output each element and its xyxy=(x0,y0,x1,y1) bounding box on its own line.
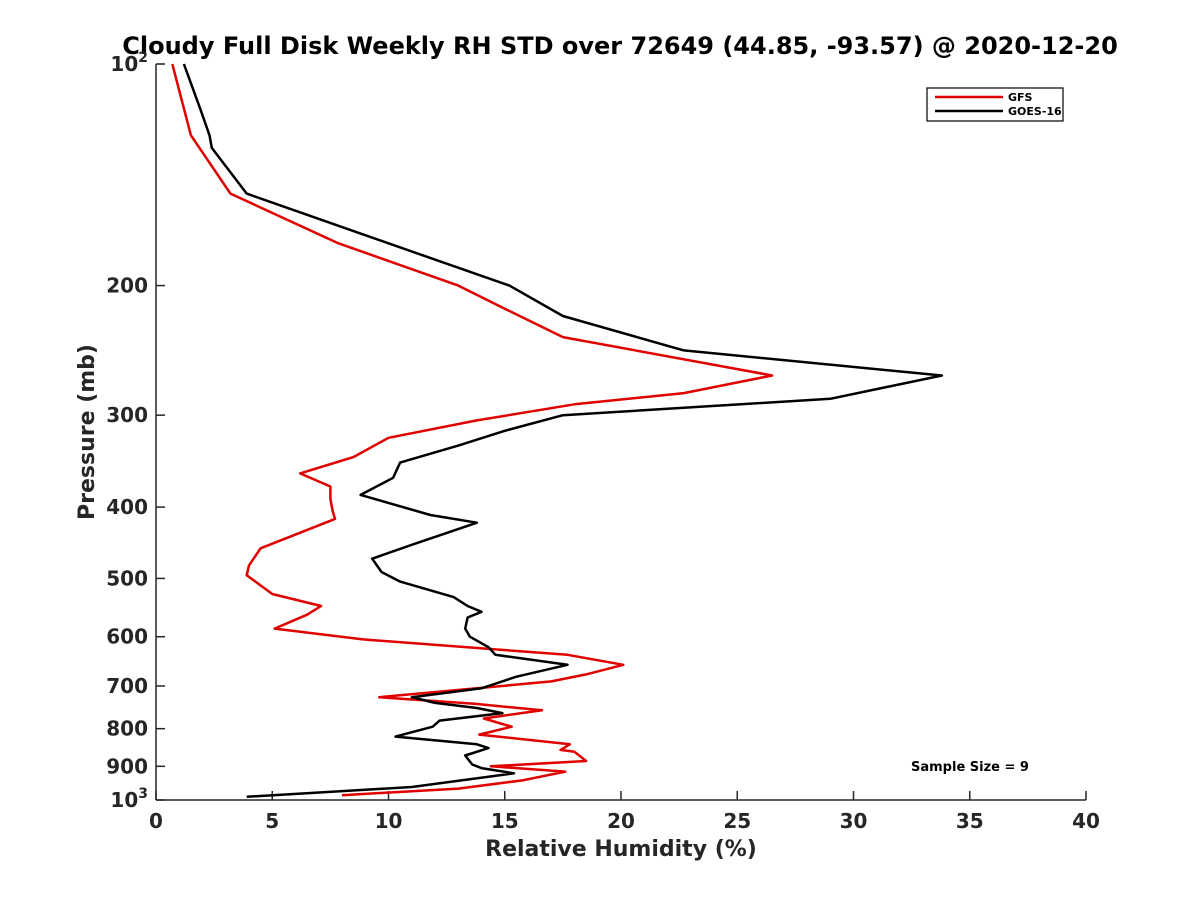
legend-box xyxy=(926,87,1064,122)
y-tick-label: 500 xyxy=(106,566,148,590)
plot-background xyxy=(156,64,1086,800)
y-tick-label: 900 xyxy=(106,754,148,778)
legend-label-gfs: GFS xyxy=(1008,91,1033,104)
y-tick-label: 400 xyxy=(106,495,148,519)
x-tick-label: 0 xyxy=(149,809,163,833)
x-tick-label: 30 xyxy=(840,809,868,833)
y-tick-label: 300 xyxy=(106,403,148,427)
sample-size-annotation: Sample Size = 9 xyxy=(911,760,1029,775)
y-tick-label: 600 xyxy=(106,625,148,649)
y-axis-title: Pressure (mb) xyxy=(75,344,100,520)
y-tick-label: 200 xyxy=(106,274,148,298)
legend: GFS GOES-16 xyxy=(926,87,1064,122)
x-tick-label: 40 xyxy=(1072,809,1100,833)
x-tick-label: 25 xyxy=(723,809,751,833)
x-tick-label: 35 xyxy=(956,809,984,833)
y-tick-label: 700 xyxy=(106,674,148,698)
x-tick-label: 20 xyxy=(607,809,635,833)
chart-title: Cloudy Full Disk Weekly RH STD over 7264… xyxy=(122,32,1118,60)
y-tick-label: 103 xyxy=(110,786,148,812)
series-line-gfs xyxy=(171,63,774,797)
y-tick-label: 800 xyxy=(106,717,148,741)
x-axis-ticks: 0 5 10 15 20 25 30 35 40 xyxy=(149,791,1100,833)
y-tick-label: 102 xyxy=(110,50,148,76)
legend-label-goes16: GOES-16 xyxy=(1008,105,1062,118)
x-tick-label: 15 xyxy=(491,809,519,833)
series-line-goes16 xyxy=(182,63,944,799)
series-lines xyxy=(171,63,944,799)
y-axis-ticks: 102 200 300 400 500 600 700 800 900 103 xyxy=(106,50,165,812)
x-tick-label: 5 xyxy=(265,809,279,833)
x-tick-label: 10 xyxy=(375,809,403,833)
x-axis-title: Relative Humidity (%) xyxy=(485,837,757,862)
plot-area xyxy=(155,64,1086,801)
